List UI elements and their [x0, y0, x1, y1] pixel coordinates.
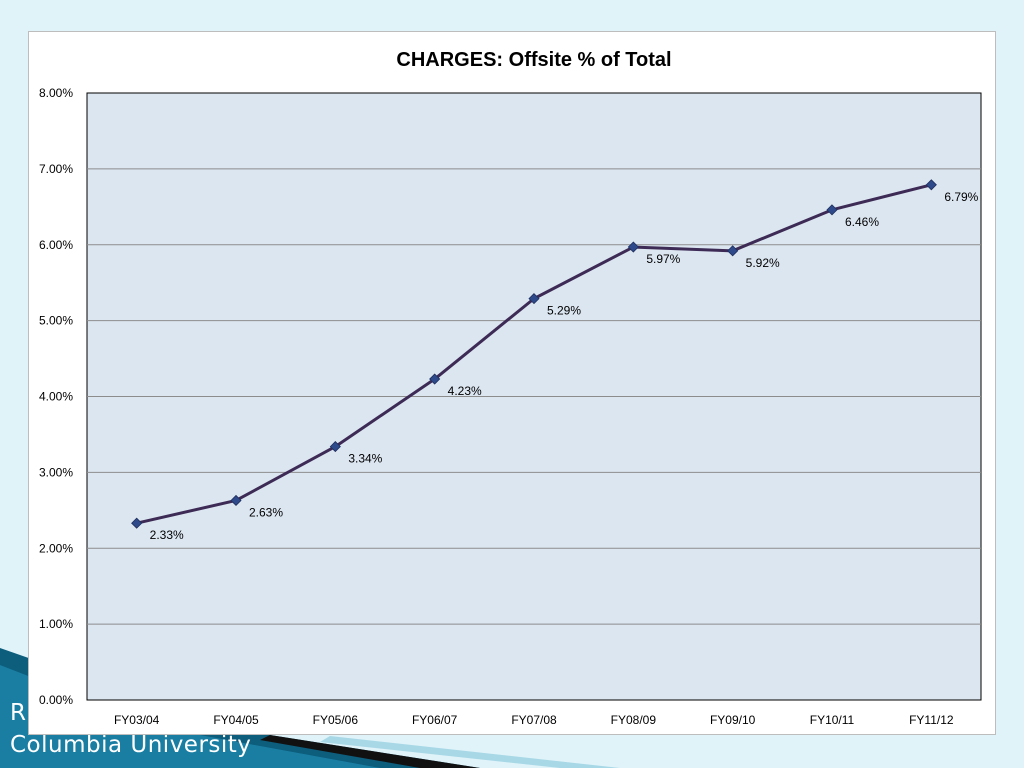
data-label: 2.33%: [150, 528, 184, 542]
y-tick-label: 5.00%: [39, 314, 73, 328]
data-label: 6.46%: [845, 215, 879, 229]
footer-stripe-light: [320, 736, 620, 768]
x-axis-ticks: FY03/04 FY04/05 FY05/06 FY06/07 FY07/08 FY08/…: [114, 713, 954, 727]
data-label: 4.23%: [448, 384, 482, 398]
line-chart: CHARGES: Offsite % of Total 0.00% 1.00% 2.…: [39, 49, 982, 727]
y-tick-label: 3.00%: [39, 465, 73, 479]
x-tick-label: FY09/10: [710, 713, 756, 727]
x-tick-label: FY11/12: [909, 713, 954, 727]
data-point-marker: [727, 245, 739, 257]
y-tick-label: 0.00%: [39, 693, 73, 707]
data-label: 3.34%: [348, 452, 382, 466]
y-tick-label: 1.00%: [39, 617, 73, 631]
y-tick-label: 6.00%: [39, 238, 73, 252]
y-tick-label: 2.00%: [39, 541, 73, 555]
footer-text-partial: R: [10, 700, 26, 726]
y-tick-label: 8.00%: [39, 86, 73, 100]
data-point-marker: [627, 241, 639, 253]
footer-stripe-black: [260, 735, 480, 768]
data-label: 2.63%: [249, 505, 283, 519]
gridlines: [87, 168, 981, 625]
data-point-marker: [925, 179, 937, 191]
chart-panel: CHARGES: Offsite % of Total 0.00% 1.00% 2.…: [28, 31, 996, 735]
x-tick-label: FY08/09: [611, 713, 657, 727]
footer-band-teal: [0, 665, 380, 768]
data-label: 5.97%: [646, 252, 680, 266]
data-point-marker: [329, 441, 341, 453]
chart-title: CHARGES: Offsite % of Total: [396, 49, 671, 71]
data-label: 6.79%: [944, 190, 978, 204]
x-tick-label: FY10/11: [810, 713, 855, 727]
x-tick-label: FY05/06: [313, 713, 359, 727]
data-point-marker: [528, 293, 540, 305]
x-tick-label: FY07/08: [511, 713, 557, 727]
data-point-marker: [826, 204, 838, 216]
x-tick-label: FY03/04: [114, 713, 160, 727]
data-point-marker: [131, 517, 143, 529]
data-point-marker: [429, 373, 441, 385]
data-label: 5.29%: [547, 304, 581, 318]
x-tick-label: FY04/05: [213, 713, 259, 727]
footer-university-name: Columbia University: [10, 732, 252, 758]
data-label: 5.92%: [746, 256, 780, 270]
y-tick-label: 7.00%: [39, 162, 73, 176]
x-tick-label: FY06/07: [412, 713, 458, 727]
y-tick-label: 4.00%: [39, 390, 73, 404]
y-axis-ticks: 0.00% 1.00% 2.00% 3.00% 4.00% 5.00% 6.00% 7.00%…: [39, 86, 73, 707]
data-point-marker: [230, 494, 242, 507]
series: 2.33% 2.63% 3.34% 4.23% 5.29% 5.97% 5.92% 6.46%…: [131, 179, 979, 542]
